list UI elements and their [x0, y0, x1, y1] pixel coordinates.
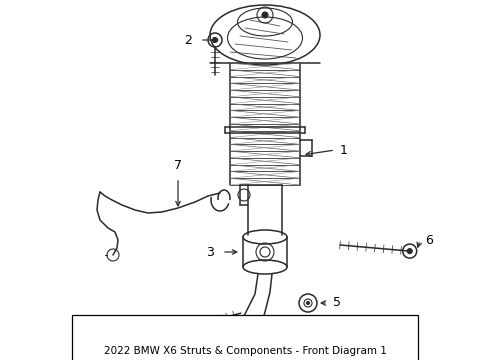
Text: 2022 BMW X6 Struts & Components - Front Diagram 1: 2022 BMW X6 Struts & Components - Front …: [103, 346, 387, 356]
Text: 6: 6: [425, 234, 433, 247]
Text: 3: 3: [206, 246, 214, 258]
Circle shape: [175, 328, 180, 333]
Text: 4: 4: [148, 324, 156, 337]
Circle shape: [307, 302, 310, 305]
Circle shape: [262, 12, 268, 18]
Circle shape: [213, 37, 218, 42]
Text: 7: 7: [174, 159, 182, 172]
Text: 1: 1: [340, 144, 348, 157]
Circle shape: [407, 249, 412, 253]
Text: 2: 2: [184, 33, 192, 46]
Text: 5: 5: [333, 297, 341, 310]
